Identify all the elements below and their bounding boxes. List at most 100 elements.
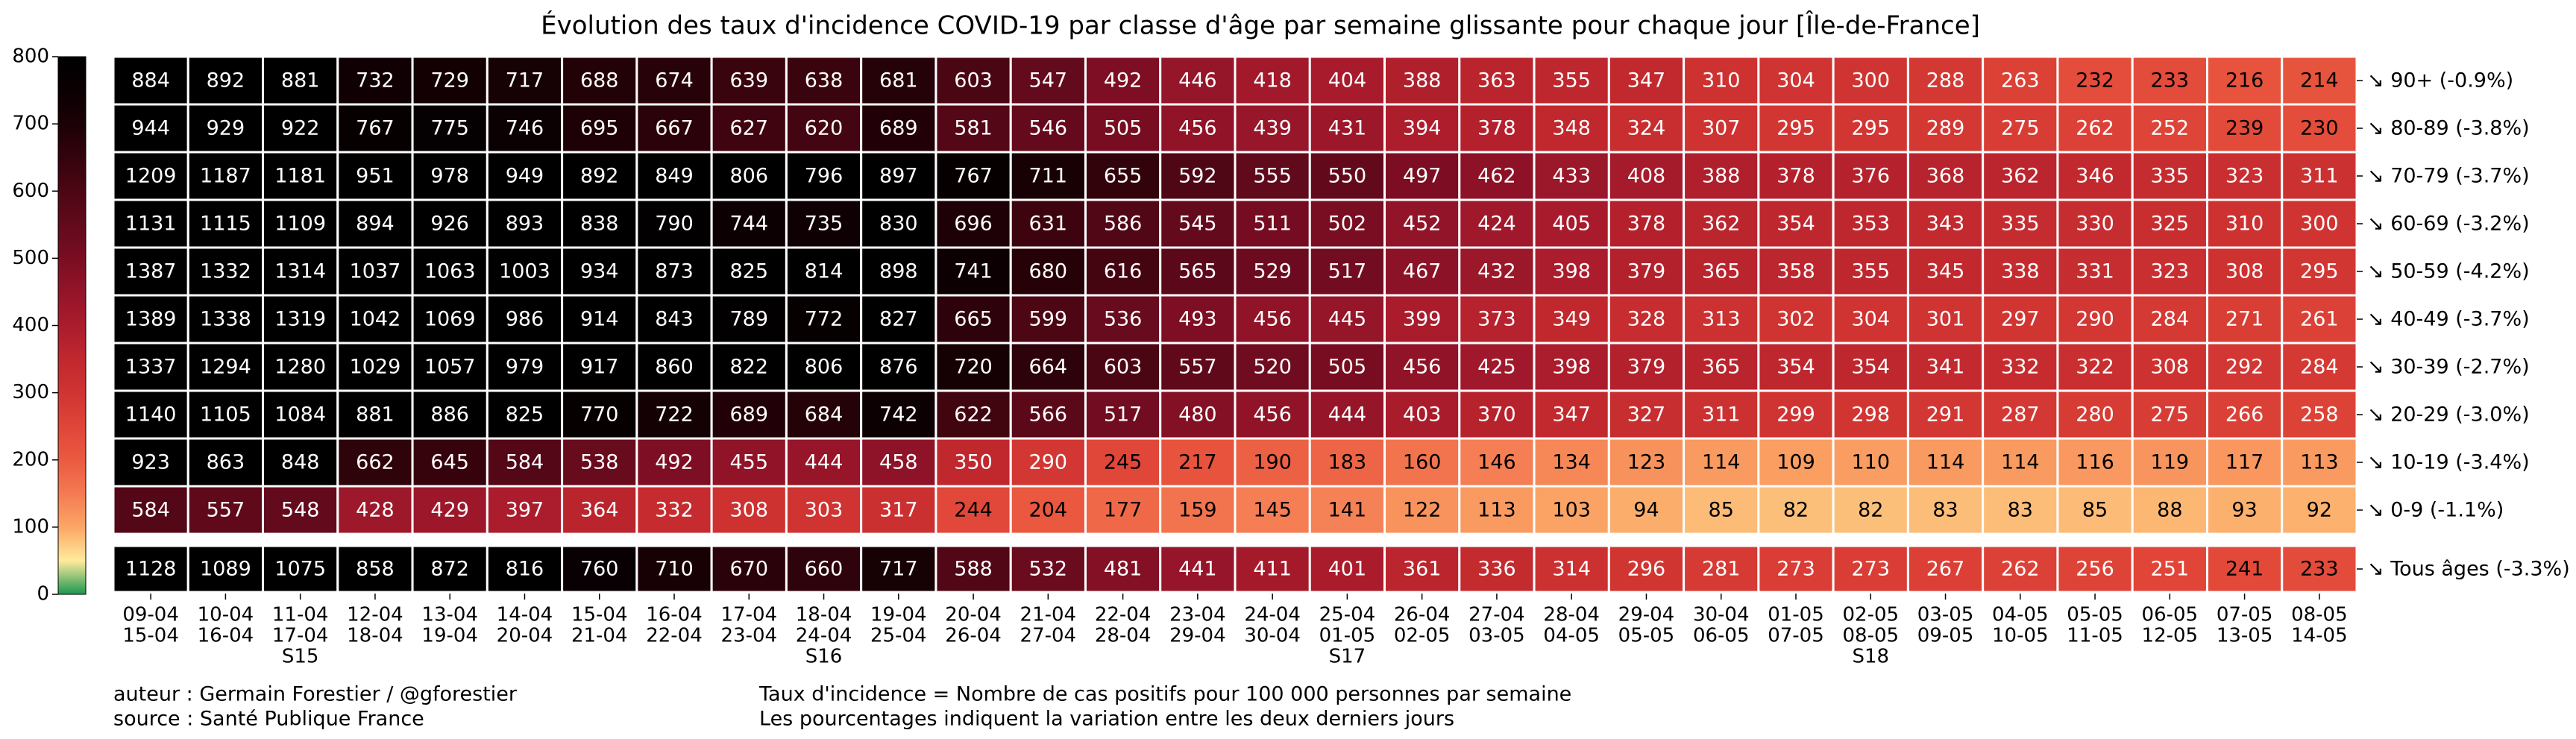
cell-value: 1187 [200, 165, 251, 188]
heatmap-cell [785, 198, 863, 249]
cell-value: 361 [1403, 558, 1442, 581]
cell-value: 401 [1328, 558, 1367, 581]
heatmap-cell [112, 544, 189, 594]
cell-value: 760 [580, 558, 619, 581]
cell-value: 660 [805, 558, 844, 581]
x-tick-label: S18 [1852, 646, 1889, 668]
cell-value: 134 [1552, 451, 1591, 474]
cell-value: 926 [430, 213, 469, 236]
heatmap-cell [1458, 544, 1536, 594]
cell-value: 822 [729, 356, 768, 379]
x-tick-label: 04-05 [1992, 604, 2049, 626]
cell-value: 565 [1178, 260, 1217, 283]
cell-value: 110 [1851, 451, 1890, 474]
heatmap-cell [336, 437, 414, 488]
cell-value: 429 [430, 499, 469, 522]
heatmap-cell [1308, 294, 1386, 345]
heatmap-cell [710, 55, 788, 106]
cell-value: 481 [1104, 558, 1143, 581]
cell-value: 729 [430, 69, 469, 92]
cell-value: 1280 [274, 356, 326, 379]
colorbar-tick-label: 400 [12, 314, 49, 336]
cell-value: 746 [506, 117, 544, 140]
cell-value: 289 [1926, 117, 1965, 140]
heatmap-cell [112, 151, 189, 201]
cell-value: 354 [1777, 356, 1815, 379]
cell-value: 233 [2300, 558, 2339, 581]
heatmap-cell [262, 342, 339, 392]
cell-value: 216 [2225, 69, 2264, 92]
heatmap-cell [1832, 151, 1909, 201]
cell-value: 548 [281, 499, 320, 522]
cell-value: 744 [729, 213, 768, 236]
heatmap-cell [2281, 437, 2358, 488]
heatmap-cell [1383, 55, 1461, 106]
cell-value: 951 [356, 165, 395, 188]
cell-value: 1057 [424, 356, 476, 379]
cell-value: 670 [729, 558, 768, 581]
cell-value: 584 [506, 451, 544, 474]
heatmap-cell [262, 151, 339, 201]
cell-value: 462 [1477, 165, 1516, 188]
heatmap-cell [1832, 485, 1909, 535]
cell-value: 949 [506, 165, 544, 188]
heatmap-cell [2281, 389, 2358, 440]
cell-value: 335 [2001, 213, 2040, 236]
cell-value: 1105 [200, 403, 251, 427]
cell-value: 790 [655, 213, 694, 236]
cell-value: 398 [1552, 260, 1591, 283]
cell-value: 433 [1552, 165, 1591, 188]
cell-value: 365 [1702, 260, 1741, 283]
heatmap-cell [1982, 246, 2059, 297]
cell-value: 288 [1926, 69, 1965, 92]
heatmap-cell [1383, 389, 1461, 440]
heatmap-cell [1383, 437, 1461, 488]
cell-value: 308 [2225, 260, 2264, 283]
cell-value: 292 [2225, 356, 2264, 379]
cell-value: 638 [805, 69, 844, 92]
heatmap-cell [1234, 103, 1311, 154]
heatmap-cell [1906, 389, 1985, 440]
cell-value: 261 [2300, 308, 2339, 331]
x-tick-label: S15 [282, 646, 319, 668]
cell-value: 735 [805, 213, 844, 236]
heatmap-cell [1982, 389, 2059, 440]
cell-value: 566 [1029, 403, 1068, 427]
cell-value: 323 [2151, 260, 2190, 283]
x-tick-label: 23-04 [720, 625, 777, 647]
cell-value: 114 [1702, 451, 1741, 474]
cell-value: 304 [1777, 69, 1815, 92]
cell-value: 403 [1403, 403, 1442, 427]
cell-value: 497 [1403, 165, 1442, 188]
cell-value: 302 [1777, 308, 1815, 331]
cell-value: 336 [1477, 558, 1516, 581]
row-label: ↘ 50-59 (-4.2%) [2367, 260, 2530, 283]
cell-value: 1075 [274, 558, 326, 581]
cell-value: 1389 [125, 308, 177, 331]
heatmap-cell [1533, 389, 1610, 440]
cell-value: 581 [954, 117, 993, 140]
cell-value: 775 [430, 117, 469, 140]
heatmap-cell [1906, 246, 1985, 297]
cell-value: 262 [2001, 558, 2040, 581]
cell-value: 620 [805, 117, 844, 140]
cell-value: 806 [805, 356, 844, 379]
heatmap-cell [1383, 151, 1461, 201]
cell-value: 1181 [274, 165, 326, 188]
cell-value: 123 [1627, 451, 1666, 474]
heatmap-cell [1533, 294, 1610, 345]
cell-value: 398 [1552, 356, 1591, 379]
cell-value: 358 [1777, 260, 1815, 283]
cell-value: 355 [1552, 69, 1591, 92]
x-tick-label: 21-04 [571, 625, 628, 647]
heatmap-cell [1084, 294, 1162, 345]
cell-value: 431 [1328, 117, 1367, 140]
colorbar-tick-label: 200 [12, 448, 49, 471]
cell-value: 299 [1777, 403, 1815, 427]
heatmap-cell [1607, 389, 1686, 440]
cell-value: 113 [2300, 451, 2339, 474]
x-tick-label: 20-04 [497, 625, 553, 647]
cell-value: 863 [207, 451, 245, 474]
cell-value: 711 [1029, 165, 1068, 188]
cell-value: 432 [1477, 260, 1516, 283]
